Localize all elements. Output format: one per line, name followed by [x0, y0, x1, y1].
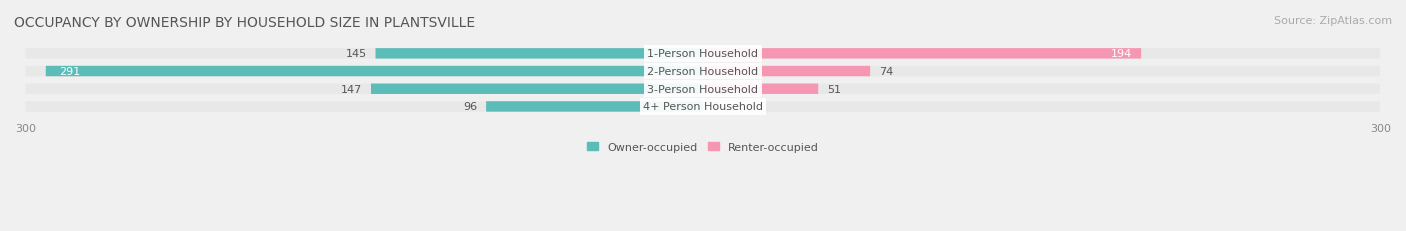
Legend: Owner-occupied, Renter-occupied: Owner-occupied, Renter-occupied	[582, 138, 824, 157]
Text: 74: 74	[879, 67, 893, 77]
FancyBboxPatch shape	[25, 102, 1381, 112]
Text: 4+ Person Household: 4+ Person Household	[643, 102, 763, 112]
FancyBboxPatch shape	[25, 49, 1381, 59]
Text: 2-Person Household: 2-Person Household	[647, 67, 759, 77]
FancyBboxPatch shape	[371, 84, 703, 94]
FancyBboxPatch shape	[46, 67, 703, 77]
Text: 96: 96	[463, 102, 477, 112]
Text: 1-Person Household: 1-Person Household	[648, 49, 758, 59]
FancyBboxPatch shape	[486, 102, 703, 112]
FancyBboxPatch shape	[703, 67, 870, 77]
FancyBboxPatch shape	[25, 67, 1381, 77]
Text: 291: 291	[59, 67, 80, 77]
FancyBboxPatch shape	[375, 49, 703, 59]
Text: OCCUPANCY BY OWNERSHIP BY HOUSEHOLD SIZE IN PLANTSVILLE: OCCUPANCY BY OWNERSHIP BY HOUSEHOLD SIZE…	[14, 16, 475, 30]
Text: Source: ZipAtlas.com: Source: ZipAtlas.com	[1274, 16, 1392, 26]
Text: 51: 51	[827, 84, 841, 94]
FancyBboxPatch shape	[703, 84, 818, 94]
Text: 0: 0	[711, 102, 718, 112]
FancyBboxPatch shape	[703, 49, 1142, 59]
FancyBboxPatch shape	[25, 84, 1381, 94]
Text: 194: 194	[1111, 49, 1132, 59]
Text: 147: 147	[340, 84, 361, 94]
Text: 145: 145	[346, 49, 367, 59]
Text: 3-Person Household: 3-Person Household	[648, 84, 758, 94]
